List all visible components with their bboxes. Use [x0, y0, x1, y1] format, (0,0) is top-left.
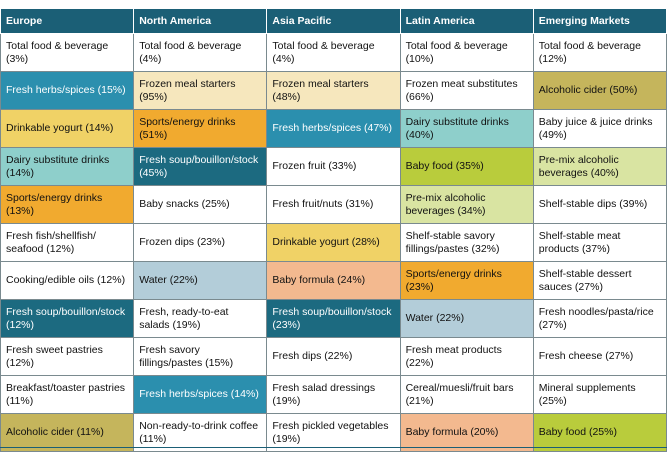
- table-cell: Frozen meal starters (95%): [133, 71, 268, 110]
- table-row: Total food & beverage (3%) Total food & b…: [0, 33, 667, 72]
- table-cell: Total food & beverage (4%): [133, 33, 268, 72]
- table-cell: Fresh noodles/pasta/rice (27%): [532, 299, 667, 338]
- table-cell: Shelf-stable savory fillings/pastes (32%…: [399, 223, 534, 262]
- table-row: Sports/energy drinks (13%) Baby snacks (2…: [0, 185, 667, 224]
- table-cell: Fresh soup/bouillon/stock (45%): [133, 147, 268, 186]
- table-container: Europe North America Asia Pacific Latin Ame…: [0, 8, 667, 452]
- column-header: Latin America: [399, 8, 534, 34]
- table-cell: Alcoholic cider (50%): [532, 71, 667, 110]
- table-cell: Fresh fruit/nuts (31%): [266, 185, 401, 224]
- table-cell: Fresh salad dressings (19%): [266, 375, 401, 414]
- table-cell: Fresh, ready-to-eat salads (19%): [133, 299, 268, 338]
- table-cell: Water (22%): [399, 299, 534, 338]
- table-cell: Breakfast/toaster pastries (11%): [0, 375, 135, 414]
- table-row: Drinkable yogurt (14%) Sports/energy drin…: [0, 109, 667, 148]
- table-cell: Drinkable yogurt (28%): [266, 223, 401, 262]
- table-cell: Fresh soup/bouillon/stock (12%): [0, 299, 135, 338]
- table-cell: Cooking/edible oils (12%): [0, 261, 135, 300]
- table-cell: Fresh dips (22%): [266, 337, 401, 376]
- table-cell: Fresh cheese (27%): [532, 337, 667, 376]
- table-cell: Water (22%): [133, 261, 268, 300]
- column-header: Asia Pacific: [266, 8, 401, 34]
- column-header: Europe: [0, 8, 135, 34]
- table-cell: Dairy substitute drinks (14%): [0, 147, 135, 186]
- table-cell: Baby food (25%): [532, 413, 667, 452]
- table-cell: Fresh herbs/spices (47%): [266, 109, 401, 148]
- table-cell: Total food & beverage (3%): [0, 33, 135, 72]
- table-cell: Non-ready-to-drink coffee (11%): [133, 413, 268, 452]
- table-cell: Fresh soup/bouillon/stock (23%): [266, 299, 401, 338]
- table-row: Alcoholic cider (11%) Non-ready-to-drink …: [0, 413, 667, 452]
- table-cell: Fresh fish/shellfish/ seafood (12%): [0, 223, 135, 262]
- table-cell: Fresh meat products (22%): [399, 337, 534, 376]
- table-cell: Fresh pickled vegetables (19%): [266, 413, 401, 452]
- table-row: Fresh herbs/spices (15%) Frozen meal star…: [0, 71, 667, 110]
- table-cell: Frozen meat substitutes (66%): [399, 71, 534, 110]
- table-cell: Shelf-stable meat products (37%): [532, 223, 667, 262]
- column-header: Emerging Markets: [532, 8, 667, 34]
- table-row: Fresh fish/shellfish/ seafood (12%) Froze…: [0, 223, 667, 262]
- table-cell: Baby snacks (25%): [133, 185, 268, 224]
- table-row: Fresh soup/bouillon/stock (12%) Fresh, re…: [0, 299, 667, 338]
- table-cell: Fresh savory fillings/pastes (15%): [133, 337, 268, 376]
- table-cell: Shelf-stable dips (39%): [532, 185, 667, 224]
- bottom-rule: [0, 447, 667, 448]
- table-cell: Sports/energy drinks (51%): [133, 109, 268, 148]
- table-cell: Shelf-stable dessert sauces (27%): [532, 261, 667, 300]
- table-cell: Frozen meal starters (48%): [266, 71, 401, 110]
- table-cell: Fresh sweet pastries (12%): [0, 337, 135, 376]
- table-cell: Baby food (35%): [399, 147, 534, 186]
- table-cell: Dairy substitute drinks (40%): [399, 109, 534, 148]
- table-cell: Pre-mix alcoholic beverages (40%): [532, 147, 667, 186]
- table-cell: Drinkable yogurt (14%): [0, 109, 135, 148]
- table-row: Dairy substitute drinks (14%) Fresh soup/…: [0, 147, 667, 186]
- table-row: Fresh sweet pastries (12%) Fresh savory f…: [0, 337, 667, 376]
- table-cell: Alcoholic cider (11%): [0, 413, 135, 452]
- table-cell: Pre-mix alcoholic beverages (34%): [399, 185, 534, 224]
- table-cell: Fresh herbs/spices (15%): [0, 71, 135, 110]
- table-cell: Total food & beverage (10%): [399, 33, 534, 72]
- table-row: Cooking/edible oils (12%) Water (22%) Baby…: [0, 261, 667, 300]
- table-cell: Total food & beverage (4%): [266, 33, 401, 72]
- column-header: North America: [133, 8, 268, 34]
- table-cell: Mineral supplements (25%): [532, 375, 667, 414]
- table-cell: Sports/energy drinks (13%): [0, 185, 135, 224]
- table-cell: Sports/energy drinks (23%): [399, 261, 534, 300]
- table-cell: Frozen fruit (33%): [266, 147, 401, 186]
- table-cell: Total food & beverage (12%): [532, 33, 667, 72]
- table-cell: Fresh herbs/spices (14%): [133, 375, 268, 414]
- header-row: Europe North America Asia Pacific Latin Ame…: [0, 8, 667, 34]
- table-cell: Baby juice & juice drinks (49%): [532, 109, 667, 148]
- table: Europe North America Asia Pacific Latin Ame…: [0, 8, 667, 452]
- table-cell: Frozen dips (23%): [133, 223, 268, 262]
- table-row: Breakfast/toaster pastries (11%) Fresh he…: [0, 375, 667, 414]
- table-cell: Baby formula (24%): [266, 261, 401, 300]
- table-cell: Cereal/muesli/fruit bars (21%): [399, 375, 534, 414]
- table-cell: Baby formula (20%): [399, 413, 534, 452]
